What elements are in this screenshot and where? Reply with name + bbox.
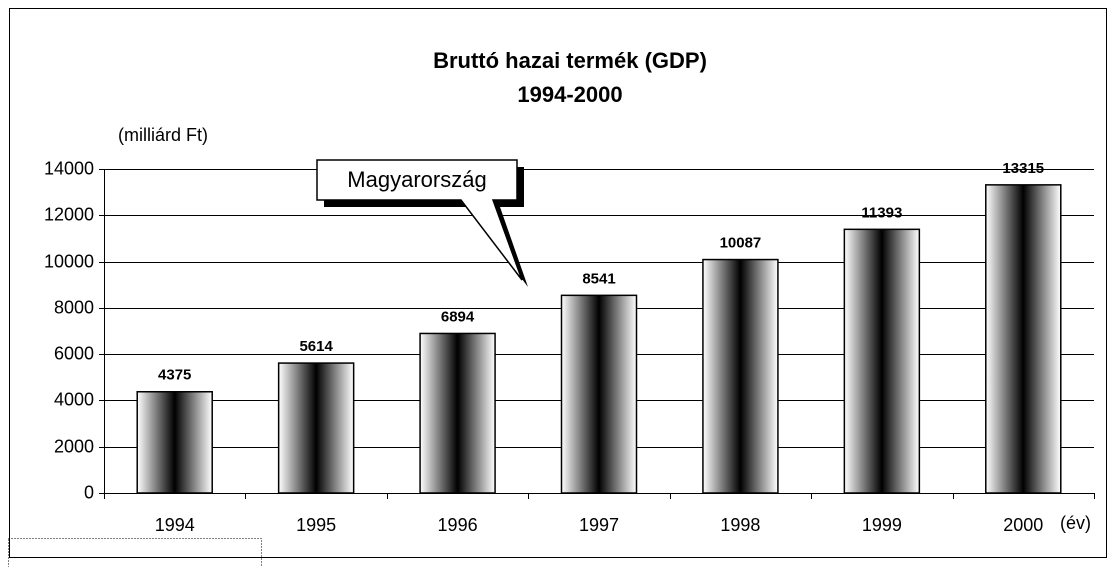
bar xyxy=(985,184,1062,494)
x-tick-label: 1999 xyxy=(862,515,902,535)
legend-placeholder xyxy=(8,538,262,567)
data-label: 13315 xyxy=(1002,160,1044,177)
bar xyxy=(843,228,921,494)
data-label: 10087 xyxy=(720,235,762,252)
y-tick-label: 8000 xyxy=(54,297,94,317)
x-tick-label: 1995 xyxy=(296,515,336,535)
y-tick-label: 0 xyxy=(84,482,94,502)
x-tick-label: 1998 xyxy=(720,515,760,535)
x-tick-label: 2000 xyxy=(1003,515,1043,535)
chart-subtitle: 1994-2000 xyxy=(517,82,622,107)
x-axis-label: (év) xyxy=(1060,513,1091,533)
chart-title: Bruttó hazai termék (GDP) xyxy=(433,48,707,73)
y-tick-label: 14000 xyxy=(44,158,94,178)
bar xyxy=(277,362,355,494)
plot-area: 0 2000 4000 6000 8000 10000 12000 14000 1994 4375… xyxy=(44,158,1095,535)
bar xyxy=(419,332,496,494)
callout: Magyarország xyxy=(316,159,528,287)
x-tick-label: 1996 xyxy=(438,515,478,535)
callout-box xyxy=(316,159,523,281)
data-label: 4375 xyxy=(158,367,191,384)
annotation: Magyarország xyxy=(347,167,486,192)
bar xyxy=(136,391,213,494)
bar xyxy=(560,294,638,494)
data-label: 5614 xyxy=(299,338,333,355)
y-tick-label: 12000 xyxy=(44,204,94,224)
y-tick-label: 4000 xyxy=(54,389,94,409)
data-label: 8541 xyxy=(582,270,615,287)
y-tick-label: 2000 xyxy=(54,436,94,456)
x-tick-label: 1997 xyxy=(579,515,619,535)
x-tick-label: 1994 xyxy=(155,515,195,535)
y-axis-label: (milliárd Ft) xyxy=(118,125,208,145)
y-tick-label: 6000 xyxy=(54,343,94,363)
y-tick-label: 10000 xyxy=(44,251,94,271)
data-label: 11393 xyxy=(861,204,902,221)
bar xyxy=(702,258,779,494)
data-label: 6894 xyxy=(441,308,475,325)
